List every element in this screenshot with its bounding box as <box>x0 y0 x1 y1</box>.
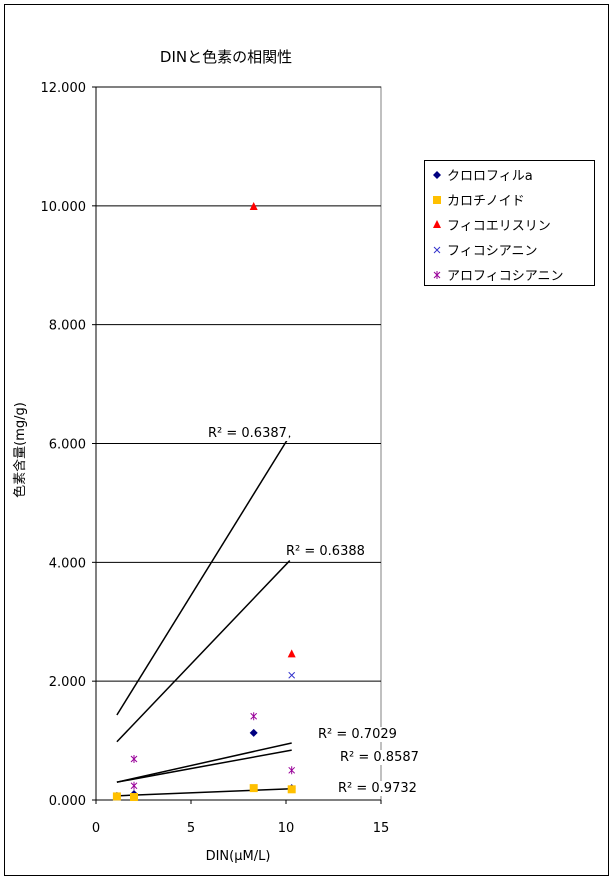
legend-label: カロチノイド <box>447 194 525 209</box>
point <box>287 649 296 658</box>
r2-label-bg <box>284 544 367 559</box>
y-tick-label: 2.000 <box>49 675 86 690</box>
legend-label: フィコシアニン <box>447 244 537 259</box>
r2-label: R² = 0.8587 <box>340 750 419 765</box>
y-axis-label: 色素含量(mg/g) <box>12 402 28 498</box>
point <box>130 781 138 790</box>
point <box>433 271 441 279</box>
r2-label-bg <box>336 781 419 796</box>
y-tick-label: 8.000 <box>49 319 86 334</box>
x-tick-label: 15 <box>373 821 390 836</box>
legend-box <box>424 160 595 286</box>
legend-label: アロフィコシアニン <box>447 269 563 284</box>
point <box>130 755 138 764</box>
y-tick-label: 0.000 <box>49 794 86 809</box>
r2-label: R² = 0.7029 <box>318 727 397 742</box>
trendline <box>116 749 292 783</box>
point <box>287 785 296 794</box>
point <box>250 712 258 721</box>
point <box>130 793 138 802</box>
legend-label: フィコエリスリン <box>447 219 551 234</box>
y-tick-label: 10.000 <box>41 200 87 215</box>
x-tick-label: 5 <box>187 821 195 836</box>
point <box>249 784 258 793</box>
x-axis-label: DIN(μM/L) <box>206 849 271 864</box>
point <box>249 202 258 211</box>
point <box>433 171 441 179</box>
point <box>433 246 441 254</box>
y-tick-label: 4.000 <box>49 556 86 571</box>
trendline <box>116 787 292 797</box>
r2-label-bg <box>316 727 399 742</box>
trendline <box>116 435 291 716</box>
x-tick-label: 0 <box>92 821 100 836</box>
legend-label: クロロフィルa <box>447 169 533 184</box>
point <box>288 671 296 679</box>
r2-label: R² = 0.6388 <box>286 544 365 559</box>
point <box>288 766 296 775</box>
point <box>249 728 258 737</box>
x-tick-label: 10 <box>278 821 295 836</box>
r2-label: R² = 0.6387 <box>208 426 287 441</box>
trendline <box>116 560 291 743</box>
point <box>433 220 441 228</box>
r2-label-bg <box>206 426 289 441</box>
r2-label-bg <box>338 750 421 765</box>
chart-title: DINと色素の相関性 <box>160 48 292 66</box>
point <box>112 792 121 801</box>
y-tick-label: 6.000 <box>49 438 86 453</box>
trendline <box>116 742 292 783</box>
y-tick-label: 12.000 <box>41 81 87 96</box>
r2-label: R² = 0.9732 <box>338 781 417 796</box>
point <box>433 196 441 204</box>
